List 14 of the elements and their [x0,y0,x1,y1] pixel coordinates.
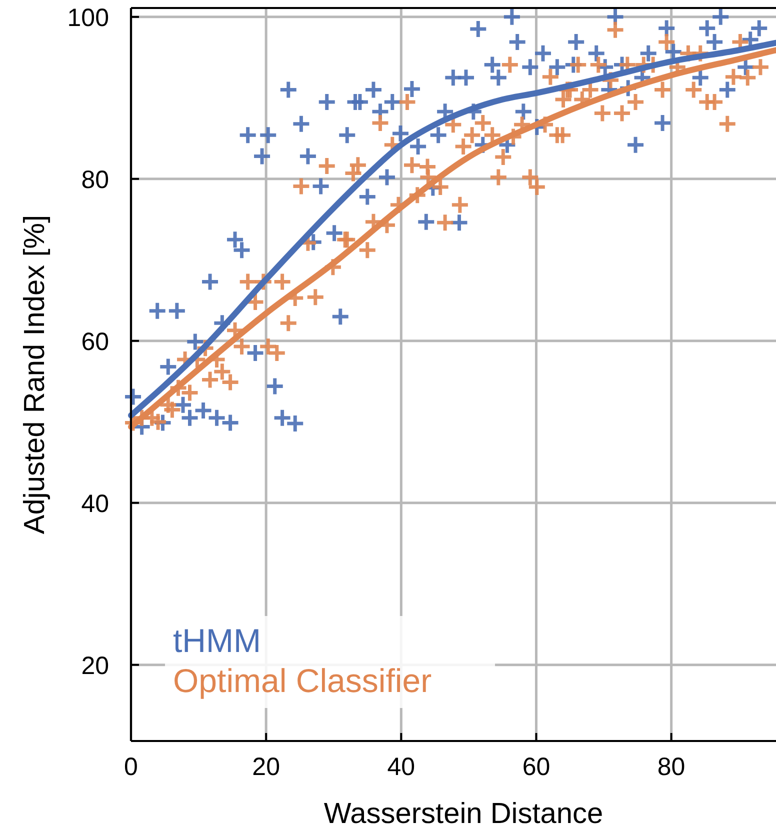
text: Optimal Classifier [173,662,432,699]
x-tick-label: 40 [387,753,416,781]
x-tick-label: 0 [124,753,138,781]
y-tick-label: 80 [81,166,109,194]
y-tick-label: 100 [67,4,109,32]
x-tick-label: 20 [252,753,280,781]
y-tick-label: 40 [81,490,109,518]
y-tick-label: 60 [81,328,109,356]
y-axis-title: Adjusted Rand Index [%] [19,214,51,534]
x-tick-label: 80 [657,753,686,781]
text: tHMM [173,622,261,659]
y-tick-label: 20 [81,652,109,680]
x-axis-title: Wasserstein Distance [324,798,604,830]
x-tick-label: 60 [522,753,550,781]
